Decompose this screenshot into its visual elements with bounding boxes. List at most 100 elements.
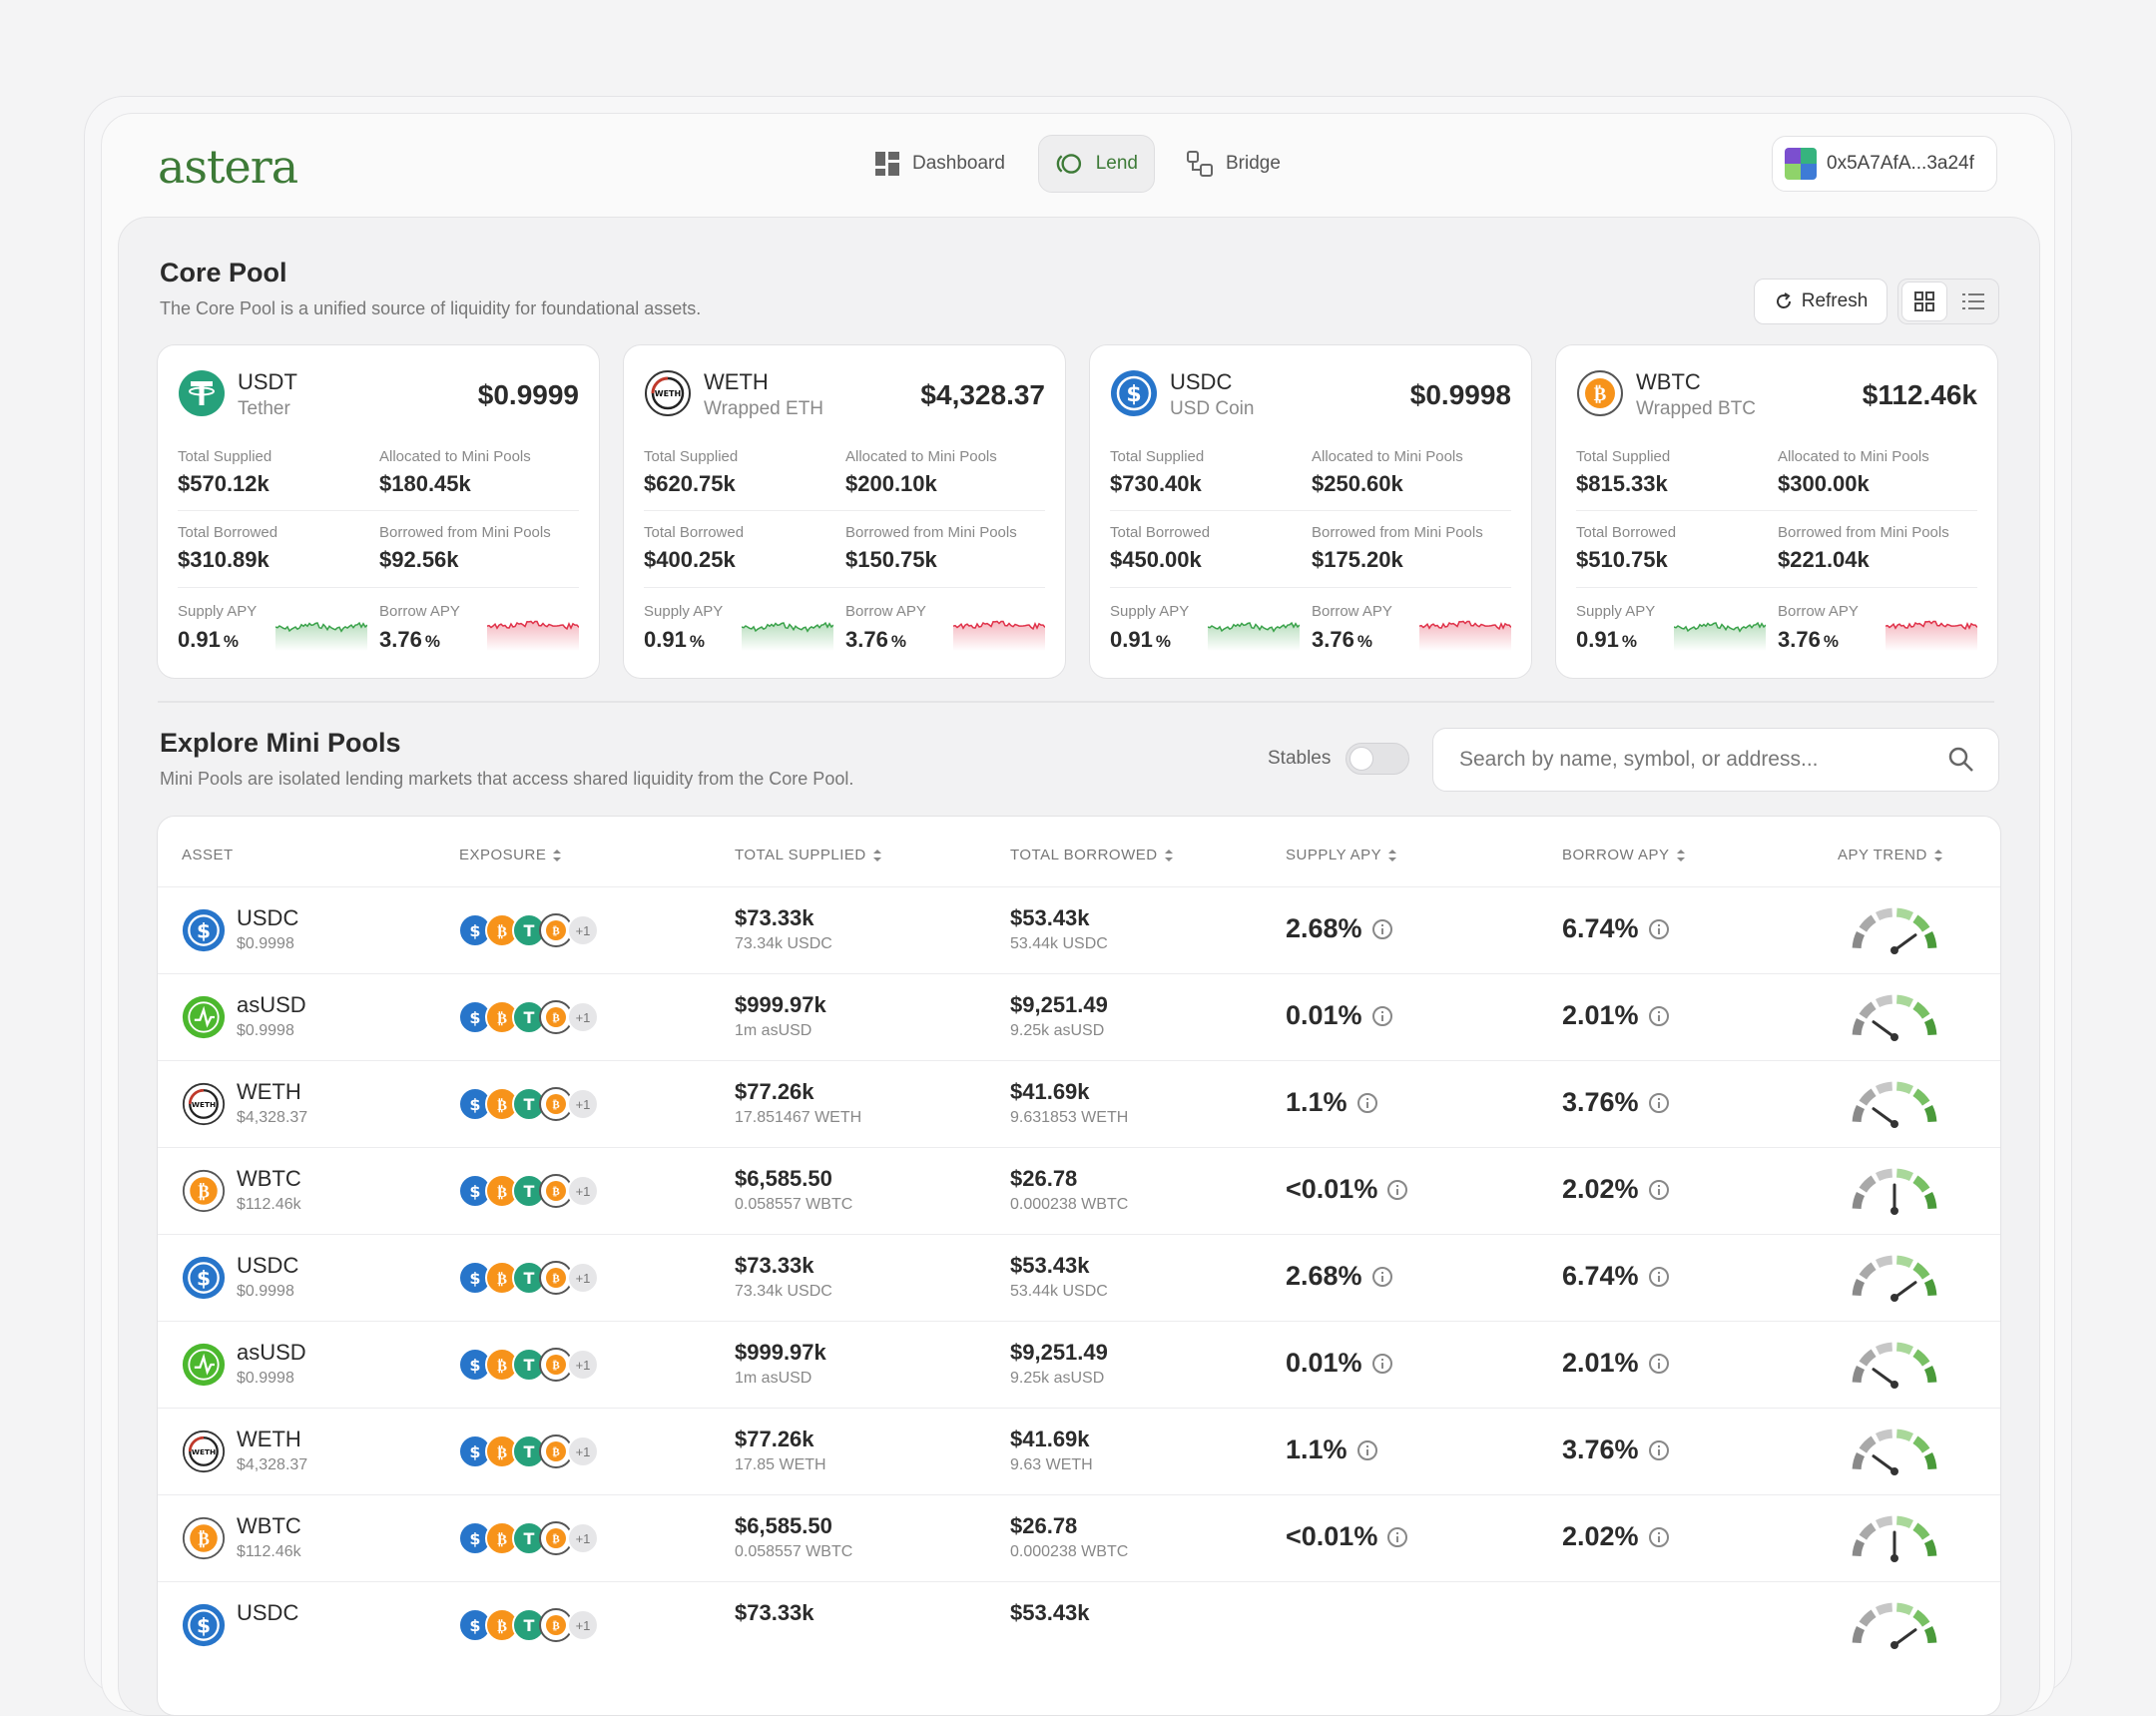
asset-price: $0.9998 xyxy=(237,1022,294,1039)
svg-text:$: $ xyxy=(469,1616,480,1635)
card-name: USD Coin xyxy=(1170,398,1255,419)
info-icon[interactable] xyxy=(1648,1092,1669,1113)
table-row[interactable]: $ USDC $0.9998 $ ₿ T ₿ +1 $73.33k 73.34k USDC $53.… xyxy=(158,886,2000,974)
core-pool-card-wbtc[interactable]: ₿ WBTC Wrapped BTC $112.46k Total Supplied Al… xyxy=(1555,344,1998,679)
column-header-total-supplied[interactable]: TOTAL SUPPLIED xyxy=(735,847,882,863)
borrow-apy-sparkline xyxy=(487,620,579,651)
exposure-icons: $ ₿ T ₿ +1 xyxy=(458,1087,599,1121)
info-icon[interactable] xyxy=(1371,918,1392,939)
svg-text:$: $ xyxy=(469,1529,480,1548)
core-pool-card-usdt[interactable]: USDT Tether $0.9999 Total Supplied Allocated… xyxy=(157,344,600,679)
supply-apy-value: 0.91% xyxy=(644,627,705,652)
asset-price: $0.9998 xyxy=(237,1283,294,1300)
exposure-icons: $ ₿ T ₿ +1 xyxy=(458,1000,599,1034)
borrowed-from-value: $175.20k xyxy=(1312,547,1403,572)
svg-text:T: T xyxy=(524,1529,535,1548)
table-row[interactable]: asUSD $0.9998 $ ₿ T ₿ +1 $999.97k 1m asUSD $9,251… xyxy=(158,973,2000,1061)
table-row[interactable]: $ USDC $0.9998 $ ₿ T ₿ +1 $73.33k 73.34k USDC $53.… xyxy=(158,1234,2000,1322)
wallet-button[interactable]: 0x5A7AfA...3a24f xyxy=(1772,136,1997,192)
card-divider xyxy=(1576,510,1977,511)
column-header-apy-trend[interactable]: APY TREND xyxy=(1838,847,1943,863)
asset-symbol: WBTC xyxy=(237,1166,301,1191)
exposure-more: +1 xyxy=(576,1531,591,1546)
info-icon[interactable] xyxy=(1648,1526,1669,1547)
nav-lend[interactable]: Lend xyxy=(1038,135,1155,193)
column-header-exposure[interactable]: EXPOSURE xyxy=(459,847,562,863)
info-icon[interactable] xyxy=(1648,1266,1669,1287)
info-icon[interactable] xyxy=(1371,1005,1392,1026)
card-name: Wrapped ETH xyxy=(704,398,824,419)
nav-bridge[interactable]: Bridge xyxy=(1170,135,1297,193)
total-supplied: $73.33k xyxy=(735,905,814,930)
core-pool-card-weth[interactable]: WETH WETH Wrapped ETH $4,328.37 Total Suppli… xyxy=(623,344,1066,679)
stables-toggle[interactable] xyxy=(1346,743,1409,775)
svg-text:₿: ₿ xyxy=(198,1182,210,1202)
column-header-total-borrowed[interactable]: TOTAL BORROWED xyxy=(1010,847,1174,863)
grid-view-button[interactable] xyxy=(1901,282,1947,321)
info-icon[interactable] xyxy=(1387,1526,1408,1547)
total-borrowed-tokens: 53.44k USDC xyxy=(1010,1283,1108,1300)
search-input[interactable] xyxy=(1457,747,1948,773)
list-view-button[interactable] xyxy=(1951,283,1995,320)
svg-text:₿: ₿ xyxy=(497,1009,507,1027)
svg-text:$: $ xyxy=(197,1266,211,1290)
card-symbol: WBTC xyxy=(1636,369,1701,394)
apy-trend-gauge xyxy=(1852,1081,1937,1128)
table-row[interactable]: WETH WETH $4,328.37 $ ₿ T ₿ +1 $77.26k 17.85 WETH… xyxy=(158,1408,2000,1495)
table-row[interactable]: ₿ WBTC $112.46k $ ₿ T ₿ +1 $6,585.50 0.058557 WBT… xyxy=(158,1147,2000,1235)
lend-icon xyxy=(1056,154,1082,174)
info-icon[interactable] xyxy=(1387,1179,1408,1200)
supply-apy-label: Supply APY xyxy=(178,603,258,620)
total-borrowed-label: Total Borrowed xyxy=(178,524,278,541)
supply-apy-sparkline xyxy=(1674,621,1766,651)
card-divider xyxy=(1110,587,1511,588)
info-icon[interactable] xyxy=(1356,1439,1377,1460)
core-pool-card-usdc[interactable]: $ USDC USD Coin $0.9998 Total Supplied Alloca… xyxy=(1089,344,1532,679)
info-icon[interactable] xyxy=(1648,1353,1669,1374)
total-supplied-value: $815.33k xyxy=(1576,471,1668,496)
svg-text:₿: ₿ xyxy=(198,1529,210,1549)
asusd-icon xyxy=(182,995,226,1039)
borrow-apy-value: 3.76% xyxy=(379,627,440,652)
table-row[interactable]: asUSD $0.9998 $ ₿ T ₿ +1 $999.97k 1m asUSD $9,251… xyxy=(158,1321,2000,1409)
info-icon[interactable] xyxy=(1648,918,1669,939)
supply-apy-sparkline xyxy=(742,621,833,651)
sort-icon xyxy=(872,849,881,861)
table-row[interactable]: ₿ WBTC $112.46k $ ₿ T ₿ +1 $6,585.50 0.058557 WBT… xyxy=(158,1494,2000,1582)
supply-apy: 1.1% xyxy=(1286,1087,1377,1118)
column-header-borrow-apy[interactable]: BORROW APY xyxy=(1562,847,1686,863)
table-row[interactable]: WETH WETH $4,328.37 $ ₿ T ₿ +1 $77.26k 17.851467 … xyxy=(158,1060,2000,1148)
svg-text:T: T xyxy=(524,1442,535,1461)
card-divider xyxy=(644,587,1045,588)
search-icon[interactable] xyxy=(1948,747,1974,773)
svg-text:T: T xyxy=(524,1008,535,1027)
table-row[interactable]: $ USDC $ ₿ T ₿ +1 $73.33k $53.43k xyxy=(158,1581,2000,1669)
allocated-value: $180.45k xyxy=(379,471,471,496)
refresh-button[interactable]: Refresh xyxy=(1754,279,1887,324)
total-borrowed-label: Total Borrowed xyxy=(644,524,745,541)
logo[interactable]: astera xyxy=(158,140,298,194)
nav-dashboard[interactable]: Dashboard xyxy=(858,135,1021,193)
total-borrowed: $41.69k xyxy=(1010,1079,1090,1104)
info-icon[interactable] xyxy=(1356,1092,1377,1113)
total-borrowed: $53.43k xyxy=(1010,1600,1090,1625)
svg-text:$: $ xyxy=(469,1095,480,1114)
total-borrowed-tokens: 9.63 WETH xyxy=(1010,1456,1093,1473)
asset-price: $4,328.37 xyxy=(237,1109,308,1126)
info-icon[interactable] xyxy=(1371,1353,1392,1374)
info-icon[interactable] xyxy=(1648,1439,1669,1460)
mini-pools-table: ASSET EXPOSURE TOTAL SUPPLIED TOTAL BORROWE… xyxy=(157,816,2001,1716)
column-header-supply-apy[interactable]: SUPPLY APY xyxy=(1286,847,1397,863)
info-icon[interactable] xyxy=(1648,1179,1669,1200)
info-icon[interactable] xyxy=(1648,1005,1669,1026)
borrow-apy-label: Borrow APY xyxy=(1778,603,1859,620)
info-icon[interactable] xyxy=(1371,1266,1392,1287)
asset-price: $4,328.37 xyxy=(237,1456,308,1473)
borrow-apy: 3.76% xyxy=(1562,1087,1669,1118)
asset-price: $0.9998 xyxy=(237,935,294,952)
total-supplied-tokens: 73.34k USDC xyxy=(735,935,832,952)
borrowed-from-label: Borrowed from Mini Pools xyxy=(1312,524,1483,541)
sort-icon xyxy=(1676,849,1685,861)
card-divider xyxy=(1576,587,1977,588)
svg-text:₿: ₿ xyxy=(497,1357,507,1375)
